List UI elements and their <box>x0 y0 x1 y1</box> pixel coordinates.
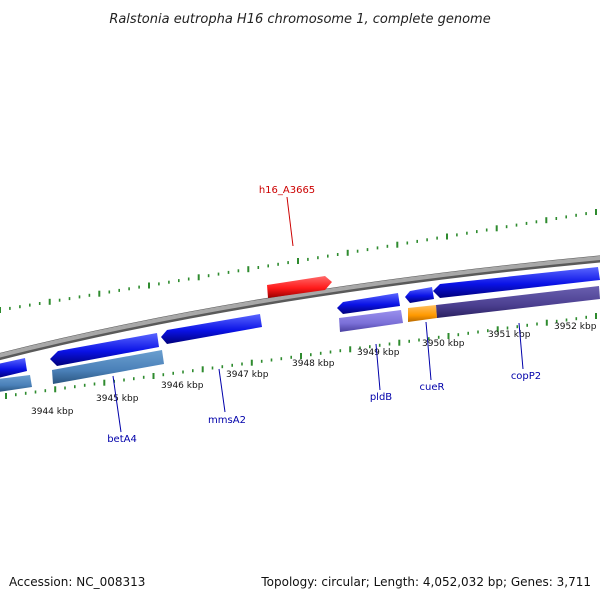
cds-arrow-pldB[interactable] <box>337 293 400 314</box>
leader-line-h16_A3665 <box>286 196 294 247</box>
cds-arrow-betA4-region[interactable] <box>50 333 159 366</box>
leader-line-mmsA2 <box>218 368 226 413</box>
outer-tick-track <box>0 209 597 313</box>
feature-h16_A3665-arrow[interactable] <box>267 276 332 298</box>
gene-labels: h16_A3665 betA4 mmsA2 pldB cueR copP2 <box>107 185 541 445</box>
cds-arrow-copP2[interactable] <box>433 267 600 298</box>
reverse-strand-feature-track <box>0 286 600 392</box>
feature-orange-cueR[interactable] <box>408 305 437 322</box>
gene-label-betA4[interactable]: betA4 <box>107 434 137 445</box>
kbp-label: 3946 kbp <box>161 381 204 391</box>
feature-steel-left-edge[interactable] <box>0 375 32 392</box>
reverse-strand-cds-track <box>0 267 600 378</box>
kbp-label: 3951 kbp <box>488 330 531 340</box>
kbp-label: 3944 kbp <box>31 407 74 417</box>
kbp-label: 3947 kbp <box>226 370 269 380</box>
kbp-label: 3952 kbp <box>554 322 597 332</box>
gene-leader-lines <box>112 196 524 433</box>
summary-text: Topology: circular; Length: 4,052,032 bp… <box>260 575 591 589</box>
feature-dark-copP2[interactable] <box>436 286 600 318</box>
kbp-scale: 3944 kbp 3945 kbp 3946 kbp 3947 kbp 3948… <box>31 322 597 417</box>
kbp-label: 3950 kbp <box>422 339 465 349</box>
cds-arrow-left-edge[interactable] <box>0 358 27 378</box>
leader-line-cueR <box>425 321 432 381</box>
leader-line-betA4 <box>112 375 122 433</box>
kbp-label: 3945 kbp <box>96 394 139 404</box>
cds-arrow-mmsA2[interactable] <box>161 314 262 344</box>
feature-lavender-pldB[interactable] <box>339 310 403 332</box>
kbp-label: 3949 kbp <box>357 348 400 358</box>
gene-label-copP2[interactable]: copP2 <box>511 371 541 382</box>
accession-text: Accession: NC_008313 <box>9 575 145 589</box>
gene-label-cueR[interactable]: cueR <box>420 382 445 393</box>
inner-tick-track <box>5 313 597 399</box>
feature-h16_A3665[interactable] <box>267 276 332 298</box>
map-title: Ralstonia eutropha H16 chromosome 1, com… <box>109 12 490 27</box>
gene-label-mmsA2[interactable]: mmsA2 <box>208 415 246 426</box>
chromosome-backbone <box>0 255 600 358</box>
gene-label-h16_A3665[interactable]: h16_A3665 <box>259 185 315 196</box>
feature-steel-betA4[interactable] <box>52 350 164 384</box>
leader-line-pldB <box>375 343 381 391</box>
kbp-label: 3948 kbp <box>292 359 335 369</box>
cds-arrow-cueR[interactable] <box>405 287 434 303</box>
leader-line-copP2 <box>518 322 524 370</box>
gene-label-pldB[interactable]: pldB <box>370 392 392 403</box>
